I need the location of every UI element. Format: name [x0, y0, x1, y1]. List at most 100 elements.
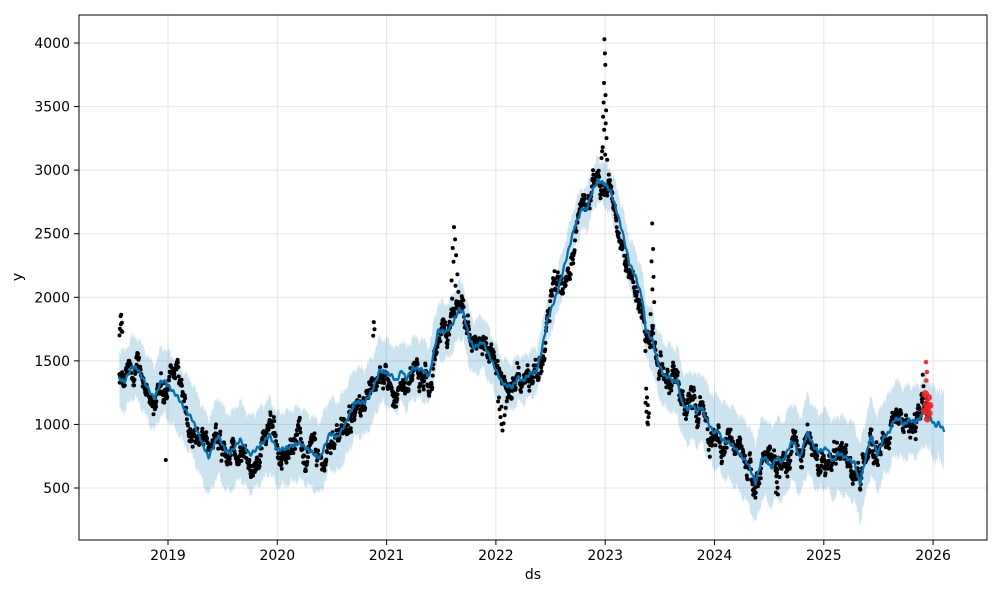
observed-point-outlier — [849, 474, 854, 479]
x-tick-label: 2019 — [150, 548, 186, 564]
observed-point-outlier — [646, 411, 651, 416]
observed-point-outlier — [500, 428, 505, 433]
x-tick-label: 2026 — [915, 548, 951, 564]
anomaly-point — [924, 405, 932, 412]
observed-point-outlier — [921, 384, 926, 389]
y-tick-label: 4000 — [34, 36, 70, 52]
x-tick-label: 2024 — [697, 548, 733, 564]
x-axis-label: ds — [525, 567, 541, 583]
observed-point-outlier — [651, 274, 656, 279]
anomaly-point — [923, 415, 931, 423]
y-tick-label: 2500 — [34, 227, 70, 243]
x-tick-label: 2023 — [587, 548, 623, 564]
observed-point-outlier — [775, 485, 780, 490]
observed-point-outlier — [455, 272, 460, 277]
x-tick-label: 2022 — [478, 548, 514, 564]
observed-point-outlier — [773, 468, 778, 473]
observed-point-outlier — [602, 37, 607, 42]
observed-point-outlier — [456, 289, 461, 294]
plot-frame — [78, 14, 988, 541]
observed-point-outlier — [644, 386, 649, 391]
observed-point-outlier — [603, 152, 608, 157]
observed-point-outlier — [499, 404, 504, 409]
observed-point-outlier — [452, 225, 456, 230]
observed-point-outlier — [497, 407, 502, 412]
x-tick-label: 2021 — [369, 548, 405, 564]
y-axis-label: y — [10, 273, 26, 281]
observed-point-outlier — [603, 121, 608, 126]
observed-point-outlier — [652, 300, 657, 305]
observed-point-outlier — [645, 395, 649, 400]
observed-point-outlier — [774, 480, 779, 485]
observed-point-outlier — [501, 421, 506, 426]
observed-point-outlier — [119, 329, 124, 333]
observed-point-outlier — [371, 333, 376, 338]
observed-point-outlier — [450, 296, 455, 301]
y-tick-label: 1500 — [34, 354, 70, 370]
observed-point-outlier — [601, 114, 606, 119]
observed-point-outlier — [774, 474, 779, 479]
anomaly-point — [924, 369, 930, 375]
observed-point-outlier — [603, 93, 608, 98]
anomaly-point — [925, 409, 933, 417]
observed-point-outlier — [600, 149, 605, 154]
observed-point-outlier — [599, 156, 604, 161]
observed-point-outlier — [118, 322, 123, 327]
observed-point-outlier — [372, 327, 377, 332]
y-tick-label: 3000 — [34, 163, 70, 179]
observed-point-outlier — [650, 287, 655, 292]
observed-point-outlier — [504, 399, 509, 404]
observed-point-outlier — [450, 246, 455, 250]
observed-point-outlier — [502, 413, 507, 418]
anomaly-point — [923, 378, 929, 383]
observed-point-outlier — [496, 399, 501, 404]
observed-point-outlier — [651, 247, 656, 251]
observed-point-outlier — [497, 395, 501, 400]
observed-point-outlier — [649, 259, 654, 264]
observed-point-outlier — [650, 221, 655, 226]
observed-point-outlier — [451, 259, 456, 264]
observed-point-outlier — [600, 145, 605, 150]
observed-point-outlier — [643, 400, 648, 405]
observed-point-outlier — [604, 136, 609, 141]
grid-lines — [79, 15, 987, 540]
observed-point-outlier — [119, 312, 124, 317]
y-axis-ticks: 500 1000 1500 2000 2500 3000 3500 4000 — [34, 36, 79, 497]
observed-point-outlier — [775, 492, 780, 497]
axes-border — [78, 14, 988, 541]
observed-point-outlier — [503, 405, 508, 410]
observed-point-outlier — [646, 415, 651, 420]
observed-point-outlier — [453, 283, 458, 288]
observed-point-outlier — [604, 108, 609, 113]
observed-point-outlier — [920, 372, 925, 377]
y-tick-label: 2000 — [34, 290, 70, 306]
x-axis-ticks: 2019 2020 2021 2022 2023 2024 2025 2026 — [150, 540, 951, 564]
observed-point-outlier — [605, 157, 610, 162]
observed-point-outlier — [602, 51, 607, 56]
observed-point-outlier — [453, 237, 458, 242]
x-tick-label: 2025 — [806, 548, 842, 564]
observed-point-outlier — [454, 253, 459, 258]
y-tick-label: 3500 — [34, 100, 70, 116]
observed-point-outlier — [449, 278, 454, 283]
observed-point-outlier — [163, 458, 168, 462]
observed-point-outlier — [601, 100, 606, 105]
forecast-trend-line — [118, 177, 946, 486]
observed-point-outlier — [646, 422, 650, 427]
y-tick-label: 500 — [43, 481, 70, 497]
observed-point-outlier — [602, 81, 606, 85]
uncertainty-band — [119, 155, 944, 526]
observed-point-outlier — [498, 415, 503, 420]
observed-point-outlier — [603, 62, 608, 67]
observed-point-outlier — [117, 333, 122, 338]
uncertainty-band-area — [119, 155, 944, 526]
observed-point-outlier — [648, 312, 653, 317]
observed-point-outlier — [602, 127, 607, 132]
anomaly-point — [924, 393, 932, 402]
observed-point-outlier — [371, 320, 376, 325]
anomaly-points — [921, 359, 934, 423]
trend-line-path — [118, 177, 946, 486]
anomaly-point — [923, 359, 929, 365]
